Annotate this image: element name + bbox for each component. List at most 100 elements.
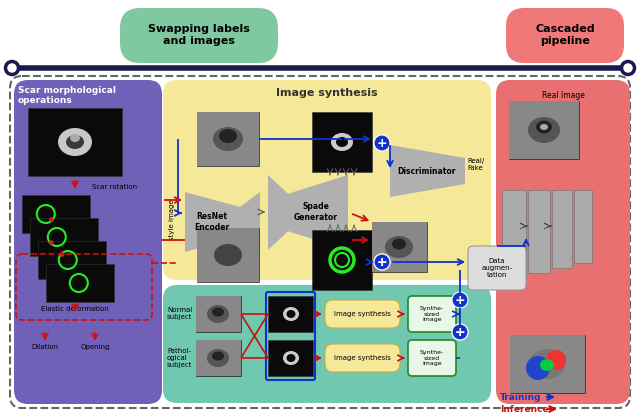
Ellipse shape xyxy=(213,127,243,151)
Text: Image synthesis: Image synthesis xyxy=(276,88,378,98)
Bar xyxy=(372,222,427,272)
Bar xyxy=(509,101,579,159)
Bar xyxy=(46,264,114,302)
FancyBboxPatch shape xyxy=(120,8,278,63)
Text: Opening: Opening xyxy=(80,344,109,350)
Text: Elastic deformation: Elastic deformation xyxy=(41,306,109,312)
Bar xyxy=(268,296,313,332)
Bar xyxy=(30,218,98,256)
Bar xyxy=(197,112,259,166)
FancyBboxPatch shape xyxy=(325,344,400,372)
Text: ResNet
Encoder: ResNet Encoder xyxy=(195,212,230,232)
Text: +: + xyxy=(454,326,465,339)
Ellipse shape xyxy=(336,137,348,147)
Text: Scar rotation: Scar rotation xyxy=(92,184,137,190)
Bar xyxy=(312,230,372,290)
Circle shape xyxy=(60,252,65,257)
Polygon shape xyxy=(288,175,348,250)
Text: Image synthesis: Image synthesis xyxy=(333,311,390,317)
Text: Synthe-
sized
image: Synthe- sized image xyxy=(420,350,444,366)
Text: Training: Training xyxy=(500,393,541,401)
Circle shape xyxy=(374,254,390,270)
Ellipse shape xyxy=(528,117,560,143)
Ellipse shape xyxy=(536,121,552,134)
FancyBboxPatch shape xyxy=(163,80,491,280)
Ellipse shape xyxy=(212,307,224,317)
Text: +: + xyxy=(454,326,465,339)
Circle shape xyxy=(526,356,550,380)
Bar xyxy=(197,112,259,166)
Text: Real Image: Real Image xyxy=(541,91,584,100)
FancyBboxPatch shape xyxy=(468,246,526,290)
Ellipse shape xyxy=(58,128,92,156)
Bar xyxy=(312,112,372,172)
Text: Synthe-
sized
image: Synthe- sized image xyxy=(420,306,444,322)
Text: Swapping labels
and images: Swapping labels and images xyxy=(148,24,250,46)
Ellipse shape xyxy=(331,133,353,151)
Bar xyxy=(38,241,106,279)
Polygon shape xyxy=(185,192,240,252)
FancyBboxPatch shape xyxy=(408,296,456,332)
Text: +: + xyxy=(377,256,387,269)
FancyBboxPatch shape xyxy=(325,300,400,328)
Ellipse shape xyxy=(283,307,299,321)
Ellipse shape xyxy=(540,359,554,371)
Ellipse shape xyxy=(212,352,224,361)
Bar xyxy=(372,222,427,272)
Circle shape xyxy=(452,324,468,340)
Text: Pathol-
ogical
subject: Pathol- ogical subject xyxy=(167,348,193,368)
Ellipse shape xyxy=(540,124,548,130)
Text: Normal
subject: Normal subject xyxy=(167,307,193,319)
Text: +: + xyxy=(454,294,465,307)
Circle shape xyxy=(374,254,390,270)
Bar xyxy=(552,190,572,268)
Text: Dilation: Dilation xyxy=(31,344,58,350)
Bar xyxy=(197,228,259,282)
Circle shape xyxy=(6,62,19,74)
Ellipse shape xyxy=(214,244,242,266)
FancyBboxPatch shape xyxy=(506,8,624,63)
Polygon shape xyxy=(240,192,260,252)
Ellipse shape xyxy=(66,135,84,149)
Ellipse shape xyxy=(529,349,565,379)
Bar xyxy=(509,101,579,159)
Circle shape xyxy=(374,135,390,151)
Circle shape xyxy=(621,62,634,74)
Text: Inference: Inference xyxy=(500,404,548,414)
Text: Data
augmen-
tation: Data augmen- tation xyxy=(481,258,513,278)
Circle shape xyxy=(49,240,54,245)
FancyBboxPatch shape xyxy=(163,285,491,403)
FancyBboxPatch shape xyxy=(496,80,630,404)
Bar xyxy=(502,190,526,278)
Bar xyxy=(196,340,241,376)
Ellipse shape xyxy=(283,351,299,365)
Text: Image synthesis: Image synthesis xyxy=(333,355,390,361)
FancyBboxPatch shape xyxy=(408,340,456,376)
Polygon shape xyxy=(390,145,465,197)
Bar xyxy=(268,340,313,376)
Circle shape xyxy=(546,350,566,370)
Bar xyxy=(510,335,585,393)
Ellipse shape xyxy=(385,236,413,258)
Ellipse shape xyxy=(287,310,296,318)
Ellipse shape xyxy=(207,349,229,367)
Bar xyxy=(196,296,241,332)
Circle shape xyxy=(49,217,54,222)
Bar xyxy=(196,340,241,376)
Circle shape xyxy=(452,324,468,340)
Text: Scar morphological
operations: Scar morphological operations xyxy=(18,86,116,105)
Ellipse shape xyxy=(392,238,406,250)
Ellipse shape xyxy=(287,354,296,362)
Bar xyxy=(528,190,550,273)
Text: Cascaded
pipeline: Cascaded pipeline xyxy=(535,24,595,46)
Circle shape xyxy=(452,292,468,308)
Bar xyxy=(28,108,122,176)
Text: Discriminator: Discriminator xyxy=(397,166,456,176)
FancyBboxPatch shape xyxy=(14,80,162,404)
Text: +: + xyxy=(377,137,387,150)
Bar xyxy=(510,335,585,393)
Bar xyxy=(22,195,90,233)
Polygon shape xyxy=(268,175,288,250)
Text: Spade
Generator: Spade Generator xyxy=(294,202,338,222)
Text: Real/
Fake: Real/ Fake xyxy=(467,158,484,171)
